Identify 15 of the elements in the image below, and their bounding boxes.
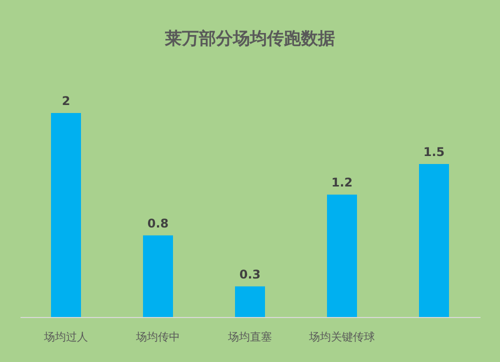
x-tick-label: 场均过人 (43, 330, 88, 344)
bar (419, 164, 449, 317)
x-tick-label: 场均关键传球 (308, 330, 375, 344)
bar (143, 235, 173, 317)
data-label: 1.2 (331, 176, 353, 190)
data-label: 2 (62, 94, 70, 108)
data-label: 0.8 (147, 216, 169, 230)
x-tick-label: 场均传中 (135, 330, 180, 344)
x-tick-label: 场均直塞 (227, 330, 272, 344)
bar (235, 286, 265, 317)
chart-title: 莱万部分场均传跑数据 (164, 29, 335, 49)
bar (327, 194, 357, 317)
data-label: 1.5 (423, 145, 445, 159)
data-label: 0.3 (239, 267, 261, 282)
bar (51, 113, 81, 317)
